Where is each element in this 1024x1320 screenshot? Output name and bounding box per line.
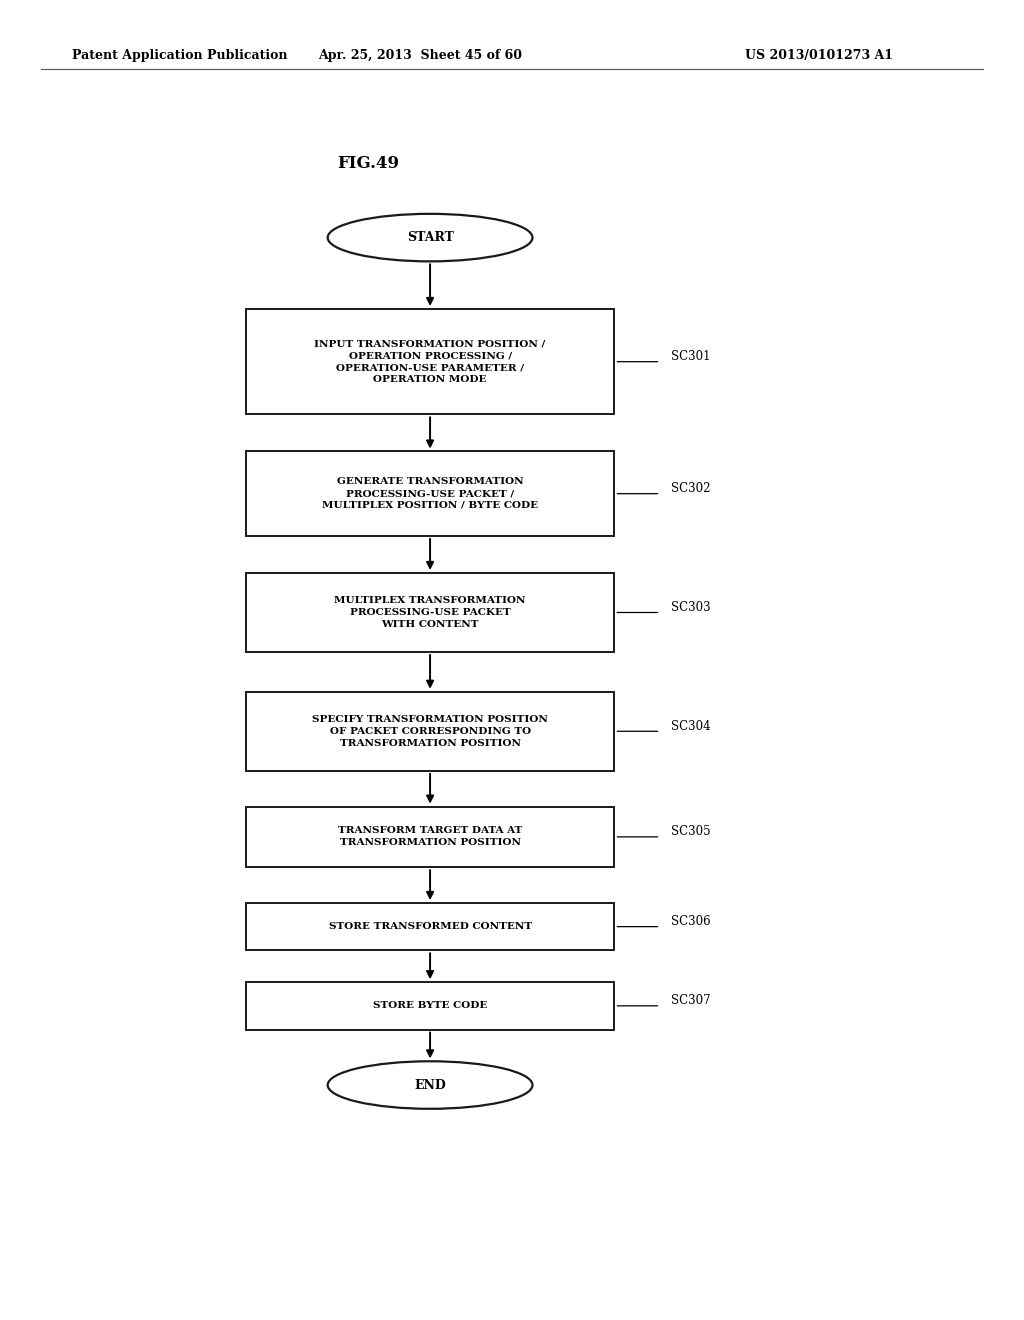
- FancyBboxPatch shape: [246, 982, 614, 1030]
- Text: SC303: SC303: [671, 601, 711, 614]
- Text: SC307: SC307: [671, 994, 711, 1007]
- Text: SPECIFY TRANSFORMATION POSITION
OF PACKET CORRESPONDING TO
TRANSFORMATION POSITI: SPECIFY TRANSFORMATION POSITION OF PACKE…: [312, 715, 548, 747]
- Text: Patent Application Publication: Patent Application Publication: [72, 49, 287, 62]
- Text: MULTIPLEX TRANSFORMATION
PROCESSING-USE PACKET
WITH CONTENT: MULTIPLEX TRANSFORMATION PROCESSING-USE …: [334, 597, 526, 628]
- Text: SC301: SC301: [671, 350, 711, 363]
- FancyBboxPatch shape: [246, 451, 614, 536]
- Text: STORE BYTE CODE: STORE BYTE CODE: [373, 1002, 487, 1010]
- FancyBboxPatch shape: [246, 573, 614, 652]
- Text: SC304: SC304: [671, 719, 711, 733]
- Text: Apr. 25, 2013  Sheet 45 of 60: Apr. 25, 2013 Sheet 45 of 60: [317, 49, 522, 62]
- FancyBboxPatch shape: [246, 903, 614, 950]
- Text: TRANSFORM TARGET DATA AT
TRANSFORMATION POSITION: TRANSFORM TARGET DATA AT TRANSFORMATION …: [338, 826, 522, 847]
- FancyBboxPatch shape: [246, 807, 614, 867]
- Ellipse shape: [328, 1061, 532, 1109]
- Text: INPUT TRANSFORMATION POSITION /
OPERATION PROCESSING /
OPERATION-USE PARAMETER /: INPUT TRANSFORMATION POSITION / OPERATIO…: [314, 339, 546, 384]
- Text: START: START: [407, 231, 454, 244]
- Text: GENERATE TRANSFORMATION
PROCESSING-USE PACKET /
MULTIPLEX POSITION / BYTE CODE: GENERATE TRANSFORMATION PROCESSING-USE P…: [322, 478, 539, 510]
- Text: US 2013/0101273 A1: US 2013/0101273 A1: [745, 49, 893, 62]
- Text: STORE TRANSFORMED CONTENT: STORE TRANSFORMED CONTENT: [329, 923, 531, 931]
- FancyBboxPatch shape: [246, 692, 614, 771]
- Text: FIG.49: FIG.49: [338, 156, 399, 172]
- Text: SC305: SC305: [671, 825, 711, 838]
- Text: SC302: SC302: [671, 482, 711, 495]
- Ellipse shape: [328, 214, 532, 261]
- FancyBboxPatch shape: [246, 309, 614, 414]
- Text: SC306: SC306: [671, 915, 711, 928]
- Text: END: END: [414, 1078, 446, 1092]
